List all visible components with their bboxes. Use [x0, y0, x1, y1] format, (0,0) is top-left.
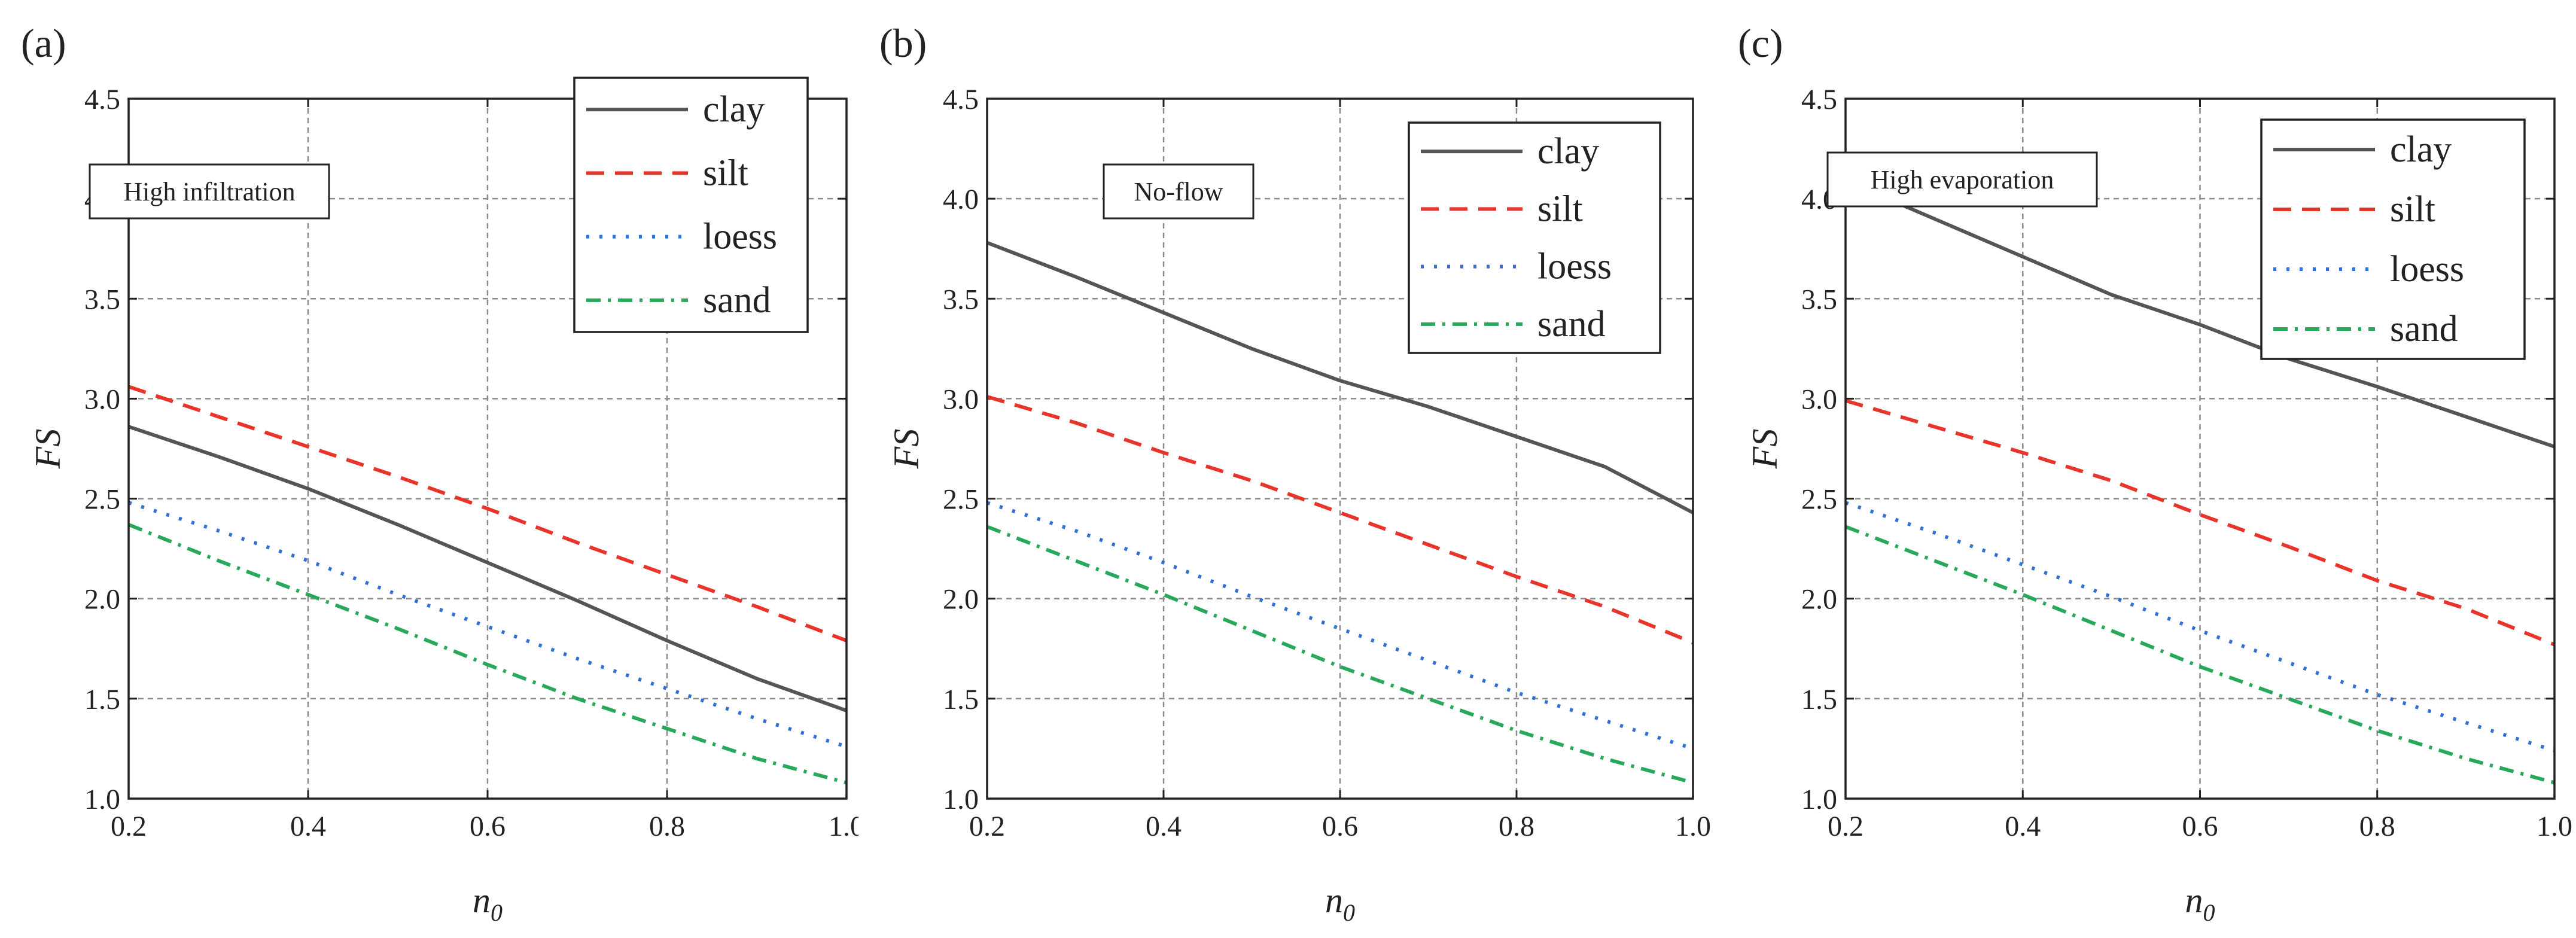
x-axis-label-subscript: 0 — [1343, 899, 1355, 926]
x-tick-label: 0.2 — [1828, 811, 1864, 842]
x-axis-label: n0 — [473, 881, 503, 926]
annotation-text: High infiltration — [123, 177, 295, 206]
x-tick-label: 0.2 — [111, 811, 147, 842]
x-tick-label: 0.8 — [649, 811, 685, 842]
panel-c: (c) 0.2 0.4 0.6 0.8 1.0 1.0 1.5 2.0 2.5 3.0 3.5 4.0 4… — [1717, 0, 2575, 938]
y-tick-label: 2.5 — [1801, 484, 1837, 516]
legend-label-clay: clay — [1537, 131, 1599, 172]
legend-label-silt: silt — [1537, 188, 1583, 229]
x-tick-label: 1.0 — [1675, 811, 1711, 842]
plot-frame — [1844, 98, 2556, 800]
legend-label-silt: silt — [2390, 189, 2435, 230]
y-axis-label: FS — [28, 429, 68, 470]
panel-a: (a)0.20.40.60.81.01.01.52.02.53.03.54.04… — [0, 0, 858, 938]
chart-b: (b) 0.2 0.4 0.6 0.8 1.0 1.0 1.5 2.0 2.5 3.0 3.5 4.0 4… — [879, 20, 1711, 926]
y-tick-label: 3.5 — [943, 284, 979, 315]
y-tick-label: 2.5 — [943, 484, 979, 516]
series-line-loess — [128, 501, 847, 748]
y-tick-label: 3.0 — [1801, 383, 1837, 415]
x-tick-label: 0.4 — [290, 811, 326, 842]
y-axis-label: FS — [887, 429, 926, 470]
x-tick-label: 0.4 — [1146, 811, 1182, 842]
y-tick-label: 3.5 — [84, 284, 120, 315]
x-tick-label: 0.8 — [1499, 811, 1534, 842]
series-line-sand — [127, 523, 847, 785]
panel-label: (a) — [21, 20, 66, 66]
x-tick-label: 0.2 — [969, 811, 1005, 842]
legend-label-silt: silt — [703, 153, 748, 193]
y-tick-label: 2.0 — [84, 584, 120, 616]
y-tick-label: 2.0 — [1801, 584, 1837, 616]
annotation-box — [1826, 151, 2098, 208]
x-tick-label: 1.0 — [2537, 811, 2572, 842]
y-tick-label: 1.0 — [1801, 784, 1837, 815]
legend-box — [573, 77, 809, 333]
y-tick-label: 1.5 — [1801, 684, 1837, 715]
y-tick-label: 1.0 — [943, 784, 979, 815]
y-tick-label: 1.5 — [84, 684, 120, 715]
panel-label: (b) — [879, 20, 927, 66]
series-line-silt — [986, 395, 1694, 645]
y-tick-label: 3.0 — [943, 383, 979, 415]
series-line-silt — [1845, 398, 2556, 647]
series-line-silt — [128, 385, 848, 642]
legend-label-sand: sand — [2390, 309, 2458, 349]
x-axis-label-subscript: 0 — [491, 899, 503, 926]
plot-frame — [127, 98, 848, 800]
panel-label: (c) — [1738, 20, 1783, 66]
series-line-clay — [128, 425, 848, 712]
x-tick-label: 0.8 — [2359, 811, 2395, 842]
annotation-box — [89, 163, 330, 220]
series-line-sand — [1844, 525, 2555, 785]
y-tick-label: 1.0 — [84, 784, 120, 815]
legend-label-loess: loess — [1537, 246, 1612, 287]
y-tick-label: 4.5 — [1801, 84, 1837, 115]
legend-box — [1408, 121, 1661, 354]
series-line-clay — [1844, 179, 2555, 449]
chart-a: (a)0.20.40.60.81.01.01.52.02.53.03.54.04… — [21, 20, 858, 926]
x-axis-label: n0 — [2185, 881, 2215, 926]
y-tick-label: 1.5 — [943, 684, 979, 715]
x-axis-label-subscript: 0 — [2203, 899, 2215, 926]
y-tick-label: 4.5 — [943, 84, 979, 115]
x-tick-label: 1.0 — [829, 811, 858, 842]
legend-label-clay: clay — [703, 89, 765, 130]
annotation-box — [1103, 163, 1254, 220]
x-axis-label: n0 — [1325, 881, 1355, 926]
plot-frame — [986, 98, 1694, 800]
y-tick-label: 3.5 — [1801, 284, 1837, 315]
annotation-text: High evaporation — [1871, 165, 2054, 194]
annotation-text: No-flow — [1134, 177, 1223, 206]
y-tick-label: 3.0 — [84, 383, 120, 415]
legend-label-clay: clay — [2390, 129, 2452, 170]
legend-box — [2260, 118, 2526, 360]
y-tick-label: 2.5 — [84, 484, 120, 516]
series-line-clay — [986, 240, 1694, 514]
y-tick-label: 2.0 — [943, 584, 979, 616]
legend-label-loess: loess — [2390, 249, 2464, 290]
legend-label-sand: sand — [1537, 304, 1606, 345]
chart-c: (c)0.2 0.4 0.6 0.8 1.01.01.52.02.53.03.54.04… — [1738, 20, 2572, 926]
x-tick-label: 0.4 — [2005, 811, 2041, 842]
y-axis-label: FS — [1745, 429, 1785, 470]
x-tick-label: 0.6 — [2182, 811, 2218, 842]
y-tick-label: 4.0 — [943, 184, 979, 215]
legend-label-loess: loess — [703, 217, 777, 257]
legend-label-sand: sand — [703, 280, 771, 321]
panel-b: (b) 0.2 0.4 0.6 0.8 1.0 1.0 1.5 2.0 2.5 3.0 3.5 4.0 4… — [858, 0, 1717, 938]
x-tick-label: 0.6 — [470, 811, 506, 842]
x-tick-label: 0.6 — [1322, 811, 1358, 842]
y-tick-label: 4.5 — [84, 84, 120, 115]
